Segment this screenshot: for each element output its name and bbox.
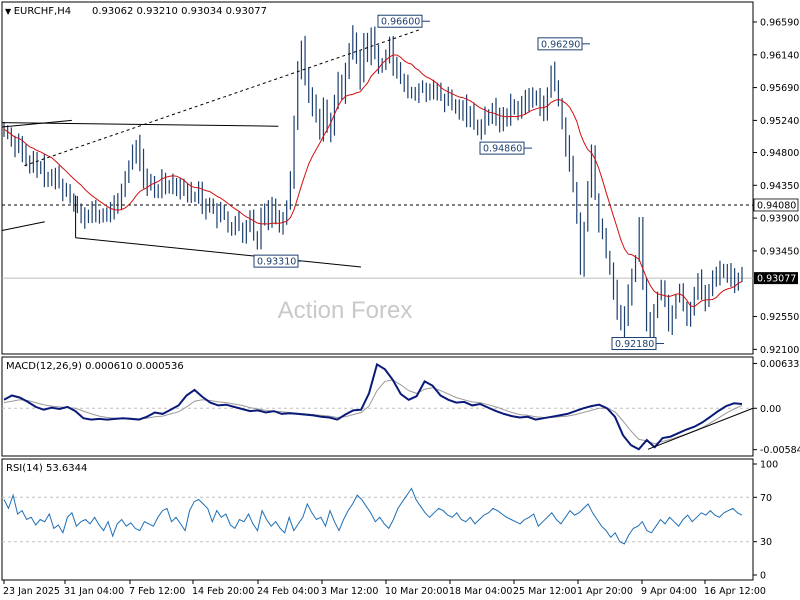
rsi-title: RSI(14) 53.6344: [6, 463, 87, 474]
macd-series-macd: [3, 362, 743, 451]
macd-title: MACD(12,26,9) 0.000610 0.000536: [6, 361, 184, 372]
macd-y-tick-label: -0.005845: [760, 445, 800, 456]
x-axis-tick-label: 9 Apr 04:00: [641, 586, 697, 597]
price-annotation-label: 0.96600: [381, 17, 420, 28]
x-axis-tick-label: 7 Feb 12:00: [129, 586, 185, 597]
x-axis-tick-label: 25 Mar 12:00: [513, 586, 576, 597]
trend-line: [75, 237, 362, 268]
price-annotation-label: 0.93310: [257, 257, 296, 268]
x-axis-tick-label: 24 Feb 04:00: [257, 586, 319, 597]
macd-trend-line: [647, 407, 754, 450]
x-axis-tick-label: 10 Mar 20:00: [385, 586, 448, 597]
price-layer: 0.96600 0.96290 0.94860 0.93310 0.92180: [1, 14, 753, 351]
x-axis-tick-label: 31 Jan 04:00: [64, 586, 124, 597]
price-y-tick-label: 0.96140: [760, 50, 799, 61]
price-annotation-label: 0.94860: [483, 144, 522, 155]
ohlc-header: 0.93062 0.93210 0.93034 0.93077: [92, 6, 267, 17]
rsi-series-line: [3, 487, 743, 545]
trend-line: [1, 221, 45, 231]
price-y-tick-label: 0.94800: [760, 148, 799, 159]
price-chart-title: ▼ EURCHF,H4: [5, 6, 71, 17]
axes-layer: 0.96590 0.96140 0.95690 0.95240 0.94800 0.943…: [3, 17, 800, 597]
x-axis-tick-label: 1 Apr 20:00: [577, 586, 633, 597]
x-axis-tick-label: 18 Mar 04:00: [449, 586, 512, 597]
price-y-tick-label: 0.92550: [760, 312, 799, 323]
watermark: Action Forex: [278, 297, 413, 324]
price-y-tick-label: 0.93900: [760, 214, 799, 225]
price-y-tick-label: 0.95240: [760, 116, 799, 127]
macd-y-tick-label: 0.00: [760, 404, 781, 415]
macd-y-tick-label: 0.006332: [760, 359, 800, 370]
price-annotation-label: 0.92180: [615, 339, 654, 350]
price-y-tick-label: 0.93450: [760, 246, 799, 257]
rsi-layer: [2, 487, 753, 545]
x-axis-tick-label: 3 Mar 12:00: [321, 586, 378, 597]
current-price-label: 0.93077: [757, 274, 796, 285]
macd-layer: [2, 362, 754, 451]
price-y-tick-label: 0.92100: [760, 345, 799, 356]
x-axis-tick-label: 16 Apr 12:00: [704, 586, 766, 597]
rsi-y-tick-label: 70: [760, 493, 772, 504]
price-y-tick-label: 0.95690: [760, 83, 799, 94]
price-y-tick-label: 0.94350: [760, 181, 799, 192]
price-annotation-label: 0.96290: [541, 39, 580, 50]
trend-line: [1, 122, 279, 127]
x-axis-tick-label: 23 Jan 2025: [3, 586, 60, 597]
macd-panel: [1, 356, 754, 457]
current-price-box: [754, 272, 798, 285]
x-axis-tick-label: 14 Feb 20:00: [192, 586, 254, 597]
moving-average-line: [3, 54, 743, 308]
rsi-y-tick-label: 0: [760, 571, 766, 582]
level-price-box: [753, 198, 799, 212]
trend-line: [1, 119, 72, 128]
rsi-y-tick-label: 30: [760, 537, 772, 548]
price-y-tick-label: 0.96590: [760, 17, 799, 28]
level-price-label: 0.94080: [757, 200, 796, 211]
rsi-y-tick-label: 100: [760, 460, 778, 471]
